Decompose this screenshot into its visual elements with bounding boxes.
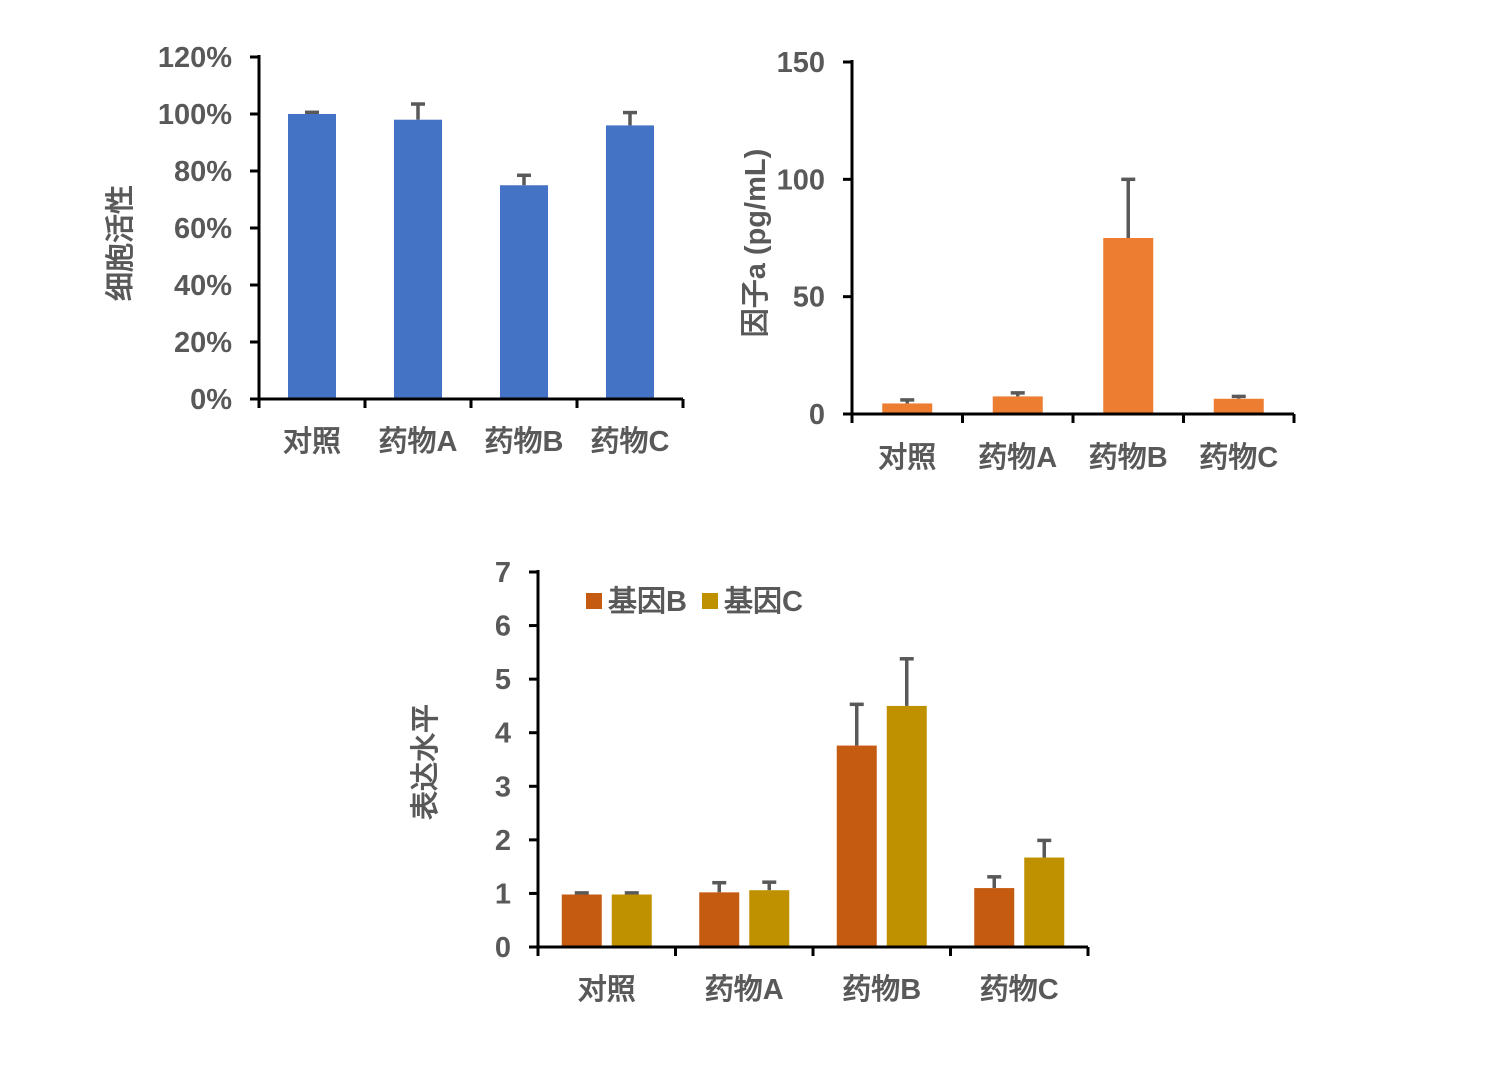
bar — [836, 745, 877, 947]
bar — [288, 114, 336, 399]
y-axis-title: 细胞活性 — [103, 185, 137, 301]
chart-expression-level: 对照 药物A 药物B 药物C 0 1 2 3 4 5 6 7 表达水平 基因B 基因C — [409, 557, 1090, 1006]
y-tick-label: 150 — [777, 47, 825, 79]
y-tick-label: 80% — [174, 156, 232, 188]
y-tick-label: 20% — [174, 327, 232, 359]
category-label: 药物C — [980, 973, 1059, 1006]
y-tick-label: 4 — [495, 718, 511, 750]
y-axis-title: 因子a (pg/mL) — [740, 149, 772, 338]
bar — [606, 125, 654, 400]
y-tick-label: 0% — [190, 384, 232, 416]
legend-swatch — [586, 593, 602, 609]
category-label: 药物B — [842, 973, 921, 1006]
y-tick-label: 7 — [495, 557, 511, 589]
y-tick-label: 2 — [495, 825, 511, 857]
y-tick-label: 100 — [777, 164, 825, 196]
category-label: 药物C — [1199, 441, 1278, 474]
category-label: 对照 — [578, 973, 636, 1006]
bar — [882, 403, 933, 414]
y-tick-label: 5 — [495, 664, 511, 696]
category-label: 药物A — [705, 973, 784, 1006]
category-label: 药物B — [485, 425, 564, 458]
bar — [500, 185, 548, 399]
category-label: 药物A — [978, 441, 1057, 474]
bar — [394, 119, 442, 399]
bar — [974, 888, 1015, 947]
legend-swatch — [702, 593, 718, 609]
y-tick-label: 40% — [174, 270, 232, 302]
legend-label: 基因B — [608, 585, 687, 618]
bar — [1103, 238, 1154, 414]
y-tick-label: 3 — [495, 771, 511, 803]
y-tick-label: 100% — [158, 99, 232, 131]
bar — [1024, 857, 1065, 947]
y-tick-label: 6 — [495, 611, 511, 643]
bar — [749, 890, 790, 947]
y-tick-label: 120% — [158, 42, 232, 74]
category-label: 药物B — [1089, 441, 1168, 474]
y-tick-label: 60% — [174, 213, 232, 245]
bar — [886, 705, 927, 947]
y-tick-label: 1 — [495, 878, 511, 910]
y-tick-label: 0 — [809, 399, 825, 431]
legend-label: 基因C — [724, 585, 803, 618]
bar — [611, 894, 652, 947]
bar — [699, 892, 740, 947]
chart-factor-a: 对照 药物A 药物B 药物C 0 50 100 150 因子a (pg/mL) — [740, 47, 1296, 474]
y-axis-title: 表达水平 — [409, 704, 442, 820]
bar — [992, 396, 1043, 414]
category-label: 药物A — [379, 425, 458, 458]
chart-cell-viability: 对照 药物A 药物B 药物C 0% 20% 40% 60% 80% 100% 120% 细胞活性 — [103, 42, 685, 458]
y-tick-label: 0 — [495, 932, 511, 964]
bar — [561, 894, 602, 947]
category-label: 对照 — [283, 425, 341, 458]
y-tick-label: 50 — [793, 282, 825, 314]
bar — [1213, 398, 1264, 414]
category-label: 药物C — [591, 425, 670, 458]
category-label: 对照 — [878, 441, 936, 474]
